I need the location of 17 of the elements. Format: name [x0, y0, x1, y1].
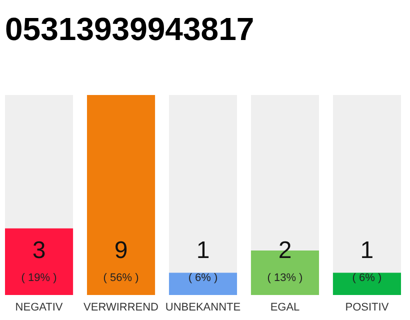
data-label: 1 — [196, 237, 210, 264]
annotation: ( 19% ) — [21, 272, 57, 284]
chart-title: 05313939943817 — [5, 11, 254, 47]
x-tick-label: NEGATIV — [15, 302, 64, 314]
data-label: 9 — [114, 237, 128, 264]
bar — [332, 272, 401, 295]
annotation: ( 13% ) — [267, 272, 303, 284]
annotation: ( 56% ) — [103, 272, 139, 284]
annotation: ( 6% ) — [188, 272, 218, 284]
x-tick-label: UNBEKANNTE — [165, 302, 241, 314]
x-tick-label: EGAL — [270, 302, 300, 314]
bar — [168, 272, 238, 295]
data-label: 1 — [360, 237, 374, 264]
x-tick-label: POSITIV — [345, 302, 390, 314]
x-tick-label: VERWIRREND — [84, 302, 159, 314]
data-label: 3 — [32, 237, 46, 264]
annotation: ( 6% ) — [352, 272, 382, 284]
